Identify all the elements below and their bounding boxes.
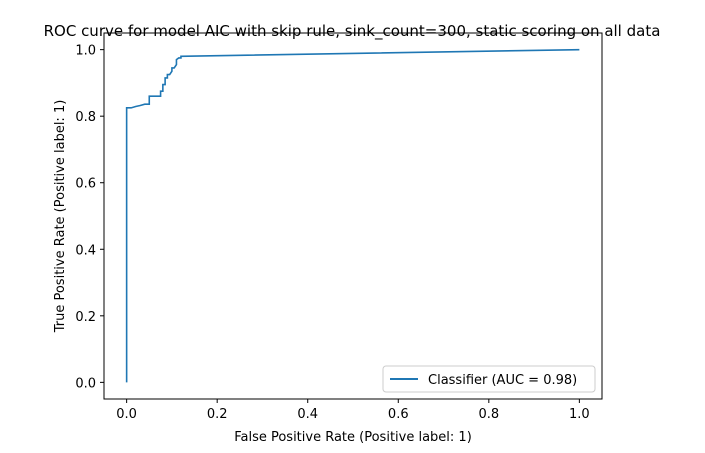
plot-area: [103, 32, 603, 400]
legend-box: [382, 365, 596, 393]
y-axis: 0.0 0.2 0.4 0.6 0.8 1.0: [75, 44, 104, 391]
y-tick-label: 0.0: [75, 376, 96, 391]
y-tick-label: 0.4: [75, 243, 96, 258]
x-axis-label: False Positive Rate (Positive label: 1): [234, 430, 472, 445]
x-tick-label: 0.0: [116, 407, 137, 422]
y-axis-label: True Positive Rate (Positive label: 1): [53, 100, 68, 334]
x-tick-label: 1.0: [569, 407, 590, 422]
y-tick-label: 0.6: [75, 177, 96, 192]
x-tick-label: 0.8: [478, 407, 499, 422]
y-tick-label: 0.8: [75, 110, 96, 125]
x-tick-label: 0.4: [297, 407, 318, 422]
chart-title: ROC curve for model AIC with skip rule, …: [44, 22, 661, 41]
x-tick-label: 0.6: [388, 407, 409, 422]
x-tick-label: 0.2: [207, 407, 228, 422]
y-tick-label: 0.2: [75, 310, 96, 325]
x-axis: 0.0 0.2 0.4 0.6 0.8 1.0: [116, 399, 590, 422]
legend: Classifier (AUC = 0.98): [382, 365, 596, 393]
series-line-classifier: [125, 48, 580, 383]
series-layer: [125, 48, 580, 383]
legend-entry-classifier: Classifier (AUC = 0.98): [428, 373, 577, 388]
y-tick-label: 1.0: [75, 44, 96, 59]
